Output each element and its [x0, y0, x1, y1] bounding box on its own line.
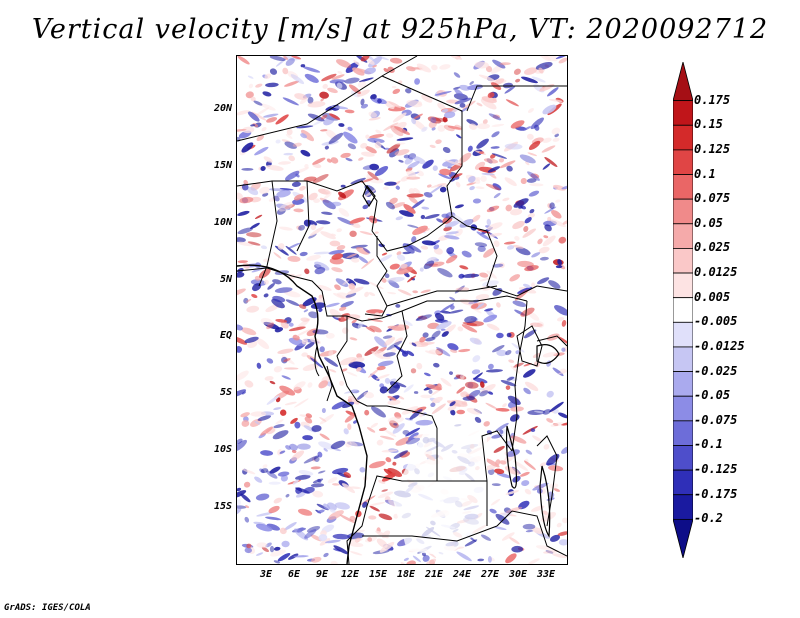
colorbar-segment: [673, 420, 693, 446]
country-border: [356, 400, 438, 429]
country-border: [371, 215, 453, 252]
lake-malawi: [539, 465, 551, 538]
colorbar-segment: [673, 223, 693, 249]
lake-victoria: [536, 344, 560, 364]
grads-credit: GrADS: IGES/COLA: [4, 603, 91, 613]
calm-region: [392, 416, 487, 556]
colorbar-label: 0.175: [694, 92, 731, 107]
colorbar-segment: [673, 494, 693, 520]
colorbar-label: 0.0125: [694, 265, 738, 280]
country-border: [386, 310, 408, 392]
velocity-texture: [237, 56, 567, 564]
country-border: [237, 56, 418, 142]
velocity-field: [237, 56, 567, 564]
lat-label: 10N: [213, 217, 232, 228]
lon-label: 30E: [508, 569, 528, 580]
country-border: [386, 285, 498, 307]
lat-label: EQ: [219, 330, 232, 341]
country-border: [481, 430, 513, 482]
lon-label: 24E: [452, 569, 472, 580]
colorbar-label: -0.125: [694, 462, 738, 477]
colorbar-label: -0.05: [694, 388, 731, 403]
country-border: [436, 428, 488, 526]
lon-label: 21E: [424, 569, 444, 580]
colorbar-label: 0.125: [694, 141, 731, 156]
coastline: [237, 264, 368, 564]
country-border: [511, 300, 528, 452]
country-border: [362, 525, 498, 542]
colorbar-segment: [673, 297, 693, 323]
country-border: [326, 365, 333, 402]
lon-label: 9E: [315, 569, 329, 580]
colorbar-label: -0.0125: [694, 338, 745, 353]
lake-tanganyika: [505, 425, 518, 489]
country-border: [258, 180, 278, 287]
lat-label: 20N: [213, 103, 232, 114]
country-border: [296, 180, 310, 252]
lake-chad: [362, 184, 376, 208]
colorbar-label: -0.025: [694, 363, 738, 378]
lat-label: 10S: [213, 444, 232, 455]
lon-label: 12E: [340, 569, 360, 580]
colorbar-segment: [673, 395, 693, 422]
country-border: [364, 236, 388, 317]
country-border: [536, 335, 567, 347]
colorbar-label: 0.15: [694, 117, 723, 132]
colorbar-label: -0.1: [694, 437, 723, 452]
country-border: [381, 75, 463, 217]
colorbar-segment: [673, 272, 693, 299]
country-border: [536, 435, 558, 527]
lon-label: 33E: [536, 569, 556, 580]
country-border: [496, 510, 567, 557]
colorbar-segment: [673, 445, 693, 471]
lon-label: 3E: [259, 569, 273, 580]
lon-label: 18E: [396, 569, 416, 580]
colorbar-label: -0.075: [694, 412, 738, 427]
lat-label: 5N: [219, 274, 232, 285]
lat-label: 5S: [219, 387, 232, 398]
colorbar-label: 0.1: [694, 166, 716, 181]
country-border: [237, 267, 323, 292]
country-border: [314, 345, 320, 377]
colorbar-label: -0.175: [694, 486, 738, 501]
colorbar-segment: [673, 321, 693, 348]
colorbar-segment: [673, 198, 693, 225]
colorbar-segment: [673, 469, 693, 496]
colorbar-segment: [673, 248, 693, 274]
colorbar-segment: [673, 371, 693, 397]
colorbar-label: 0.05: [694, 215, 723, 230]
colorbar: [673, 62, 693, 558]
colorbar-segment: [673, 346, 693, 372]
country-border: [516, 325, 543, 367]
country-border: [451, 215, 567, 297]
country-border: [401, 295, 528, 312]
country-border: [336, 316, 358, 402]
lat-label: 15S: [213, 501, 232, 512]
lat-label: 15N: [213, 160, 232, 171]
lon-label: 6E: [287, 569, 301, 580]
colorbar-segment: [673, 124, 693, 151]
country-border: [321, 290, 403, 322]
colorbar-label: -0.005: [694, 314, 738, 329]
plot-title: Vertical velocity [m/s] at 925hPa, VT: 2…: [31, 14, 769, 45]
colorbar-label: 0.025: [694, 240, 731, 255]
lon-label: 15E: [368, 569, 388, 580]
colorbar-segment: [673, 149, 693, 175]
country-border: [466, 85, 567, 112]
country-border: [346, 475, 437, 564]
colorbar-segment: [673, 100, 693, 126]
colorbar-segment: [673, 62, 693, 102]
lon-label: 27E: [480, 569, 500, 580]
colorbar-segment: [673, 174, 693, 200]
colorbar-label: -0.2: [694, 511, 723, 526]
colorbar-label: 0.075: [694, 191, 731, 206]
colorbar-label: 0.005: [694, 289, 731, 304]
colorbar-segment: [673, 518, 693, 558]
map-panel: [236, 55, 568, 565]
